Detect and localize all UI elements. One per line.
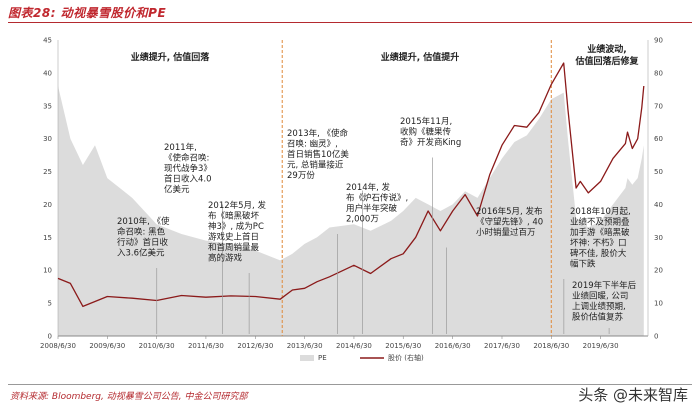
annotation-text: 碑不佳, 股价大	[570, 248, 627, 259]
annotation-text: 幅下跌	[570, 259, 596, 270]
watermark-text: 头条 @未来智库	[578, 386, 688, 404]
annotation-text: 奇》开发商King	[400, 137, 461, 148]
phase-divider-layer	[281, 40, 552, 336]
legend: PE 股价 (右轴)	[300, 353, 424, 362]
x-tick-label: 2013/6/30	[287, 342, 323, 350]
phase-label: 业绩提升, 估值回落	[131, 51, 211, 63]
right-tick-label: 80	[654, 69, 663, 77]
annotation-text: 加手游《暗黑破	[570, 227, 630, 238]
annotation-text: 神3》, 成为PC	[208, 221, 264, 232]
annotation-text: 2016年5月, 发布	[476, 206, 542, 217]
phase-label: 业绩提升, 估值提升	[381, 51, 460, 63]
price-line-layer	[57, 62, 645, 308]
annotation-layer: 业绩提升, 估值回落 业绩提升, 估值提升 业绩波动,估值回落后修复 2010年, 《…	[117, 43, 639, 334]
left-tick-label: 30	[43, 135, 52, 143]
right-tick-label: 70	[654, 102, 663, 110]
pe-area-layer	[58, 86, 644, 336]
annotation-text: 《守望先锋》, 40	[476, 217, 543, 228]
annotation-text: 和首周销量最	[208, 242, 260, 253]
price-line	[57, 62, 645, 308]
annotation-text: 2014年, 发	[346, 182, 391, 193]
x-tick-label: 2016/6/30	[435, 342, 471, 350]
annotation-text: 命召唤: 黑色	[117, 227, 166, 238]
annotation-text: 2,000万	[346, 215, 379, 225]
annotation-text: 入3.6亿美元	[117, 248, 165, 259]
right-tick-label: 90	[654, 37, 663, 45]
left-tick-label: 40	[43, 69, 52, 77]
annotation-text: 2010年, 《使	[117, 216, 170, 227]
x-tick-label: 2017/6/30	[484, 342, 520, 350]
annotation-text: 首日收入4.0	[164, 174, 212, 185]
annotation-text: 业绩回暖, 公司	[572, 291, 628, 302]
annotation-text: 高的游戏	[208, 253, 243, 264]
annotation-text: 布《暗黑破坏	[208, 211, 260, 222]
annotation-text: 股价估值复苏	[572, 312, 624, 323]
phase-label: 业绩波动,	[587, 43, 626, 55]
source-note: 资料来源: Bloomberg, 动视暴雪公司公告, 中金公司研究部	[10, 392, 248, 402]
left-tick-label: 10	[43, 267, 52, 275]
right-tick-label: 30	[654, 234, 663, 242]
watermark: 头条 @未来智库	[578, 384, 688, 405]
annotation-text: 收购《糖果传	[400, 127, 452, 138]
figure-title: 图表28: 动视暴雪股价和PE	[8, 6, 167, 20]
axes-layer: 0 5 10 15 20 25 30 35 40 45 0 10 20 30 40 50 60 70 80 90 200…	[40, 37, 663, 351]
right-tick-label: 0	[654, 333, 658, 341]
annotation-text: 布《炉石传说》,	[346, 193, 408, 204]
x-tick-label: 2018/6/30	[533, 342, 569, 350]
annotation-text: 《使命召唤:	[164, 153, 209, 164]
left-tick-label: 0	[48, 333, 52, 341]
stock-pe-chart: 0 5 10 15 20 25 30 35 40 45 0 10 20 30 40 50 60 70 80 90 200…	[40, 37, 663, 363]
left-tick-label: 35	[43, 102, 52, 110]
phase-label: 估值回落后修复	[574, 55, 639, 67]
annotation-text: 2018年10月起,	[570, 206, 631, 217]
legend-label-price: 股价 (右轴)	[388, 353, 424, 362]
legend-label-pe: PE	[318, 354, 327, 362]
left-tick-label: 20	[43, 201, 52, 209]
annotation-text: 2011年,	[164, 142, 197, 153]
annotation-text: 坏神: 不朽》口	[570, 238, 627, 249]
annotation-text: 2019年下半年后	[572, 280, 637, 291]
left-tick-label: 5	[48, 300, 52, 308]
x-tick-label: 2009/6/30	[89, 342, 125, 350]
right-tick-label: 10	[654, 300, 663, 308]
source-rule	[8, 384, 692, 385]
annotation-text: 亿美元	[164, 184, 190, 195]
title-rule	[8, 22, 692, 23]
annotation-text: 2015年11月,	[400, 116, 452, 127]
annotation-text: 用户半年突破	[346, 203, 398, 214]
right-tick-label: 20	[654, 267, 663, 275]
annotation-text: 小时销量过百万	[476, 227, 536, 238]
x-tick-label: 2011/6/30	[188, 342, 224, 350]
annotation-text: 29万份	[287, 170, 315, 181]
annotation-text: 游戏史上首日	[208, 232, 259, 243]
annotation-text: 2012年5月, 发	[208, 200, 266, 211]
annotation-text: 现代战争3》	[164, 163, 212, 174]
annotation-text: 2013年, 《使命	[287, 128, 349, 139]
pe-area	[58, 86, 644, 336]
x-tick-label: 2010/6/30	[139, 342, 175, 350]
x-tick-label: 2012/6/30	[237, 342, 273, 350]
annotation-text: 首日销售10亿美	[287, 149, 349, 160]
x-tick-label: 2014/6/30	[336, 342, 372, 350]
x-tick-label: 2008/6/30	[40, 342, 76, 350]
left-tick-label: 45	[43, 37, 52, 45]
legend-swatch-pe	[300, 355, 314, 361]
annotation-text: 业绩不及预期叠	[570, 217, 630, 228]
right-tick-label: 40	[654, 201, 663, 209]
right-tick-label: 50	[654, 168, 663, 176]
right-tick-label: 60	[654, 135, 663, 143]
annotation-text: 元, 总销量接近	[287, 160, 344, 171]
x-tick-label: 2019/6/30	[583, 342, 619, 350]
left-tick-label: 15	[43, 234, 52, 242]
x-tick-label: 2015/6/30	[385, 342, 421, 350]
annotation-text: 上调业绩预期,	[572, 301, 626, 312]
annotation-text: 行动》首日收	[117, 237, 169, 248]
annotation-text: 召唤: 幽灵》,	[287, 139, 338, 150]
left-tick-label: 25	[43, 168, 52, 176]
